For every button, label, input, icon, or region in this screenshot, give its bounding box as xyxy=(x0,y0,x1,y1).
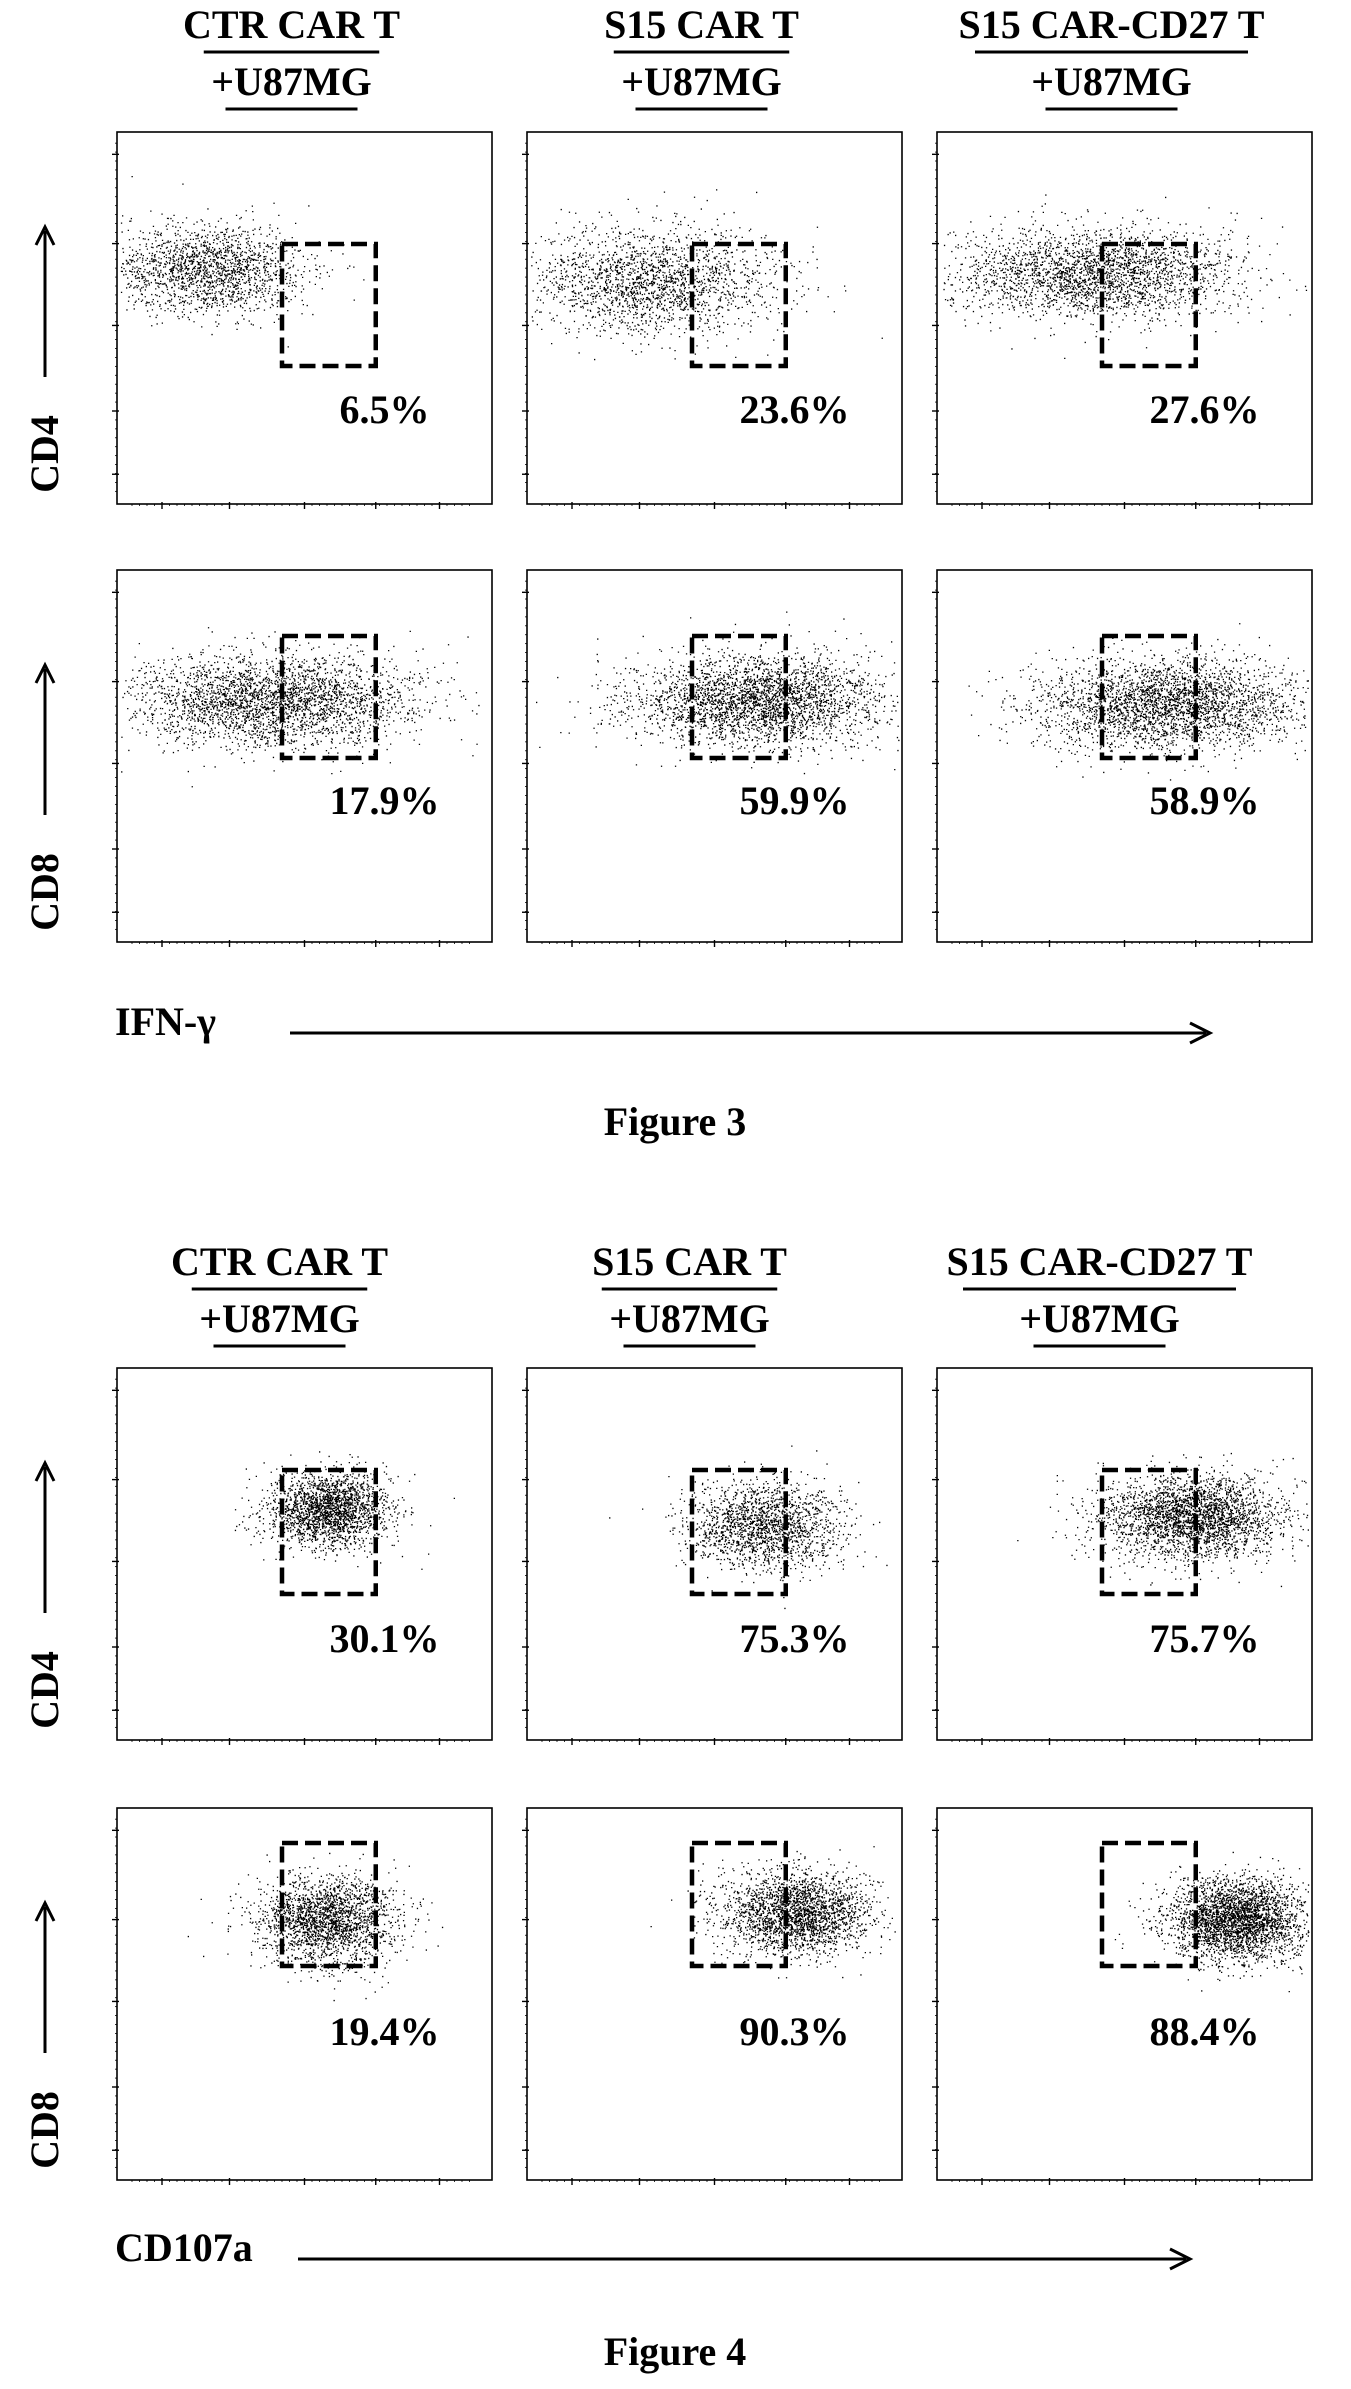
panel-frame xyxy=(116,131,493,505)
gate-percent-label: 75.7% xyxy=(1150,1616,1260,1661)
cell-events xyxy=(234,1451,455,1570)
gate-percent-label: 59.9% xyxy=(740,778,850,823)
panel-frame xyxy=(936,1807,1313,2181)
scatter-panel: 59.9% xyxy=(522,569,903,947)
scatter-panel: 75.3% xyxy=(522,1367,903,1745)
column-header-line2: +U87MG xyxy=(1031,59,1192,104)
column-header-line1: S15 CAR-CD27 T xyxy=(959,2,1265,47)
gate-box xyxy=(1099,1840,1198,1969)
scatter-panel: 75.7% xyxy=(932,1367,1313,1745)
gate-percent-label: 75.3% xyxy=(740,1616,850,1661)
gate-box xyxy=(689,633,788,761)
column-header-line2: +U87MG xyxy=(621,59,782,104)
panel-frame xyxy=(526,1367,903,1741)
scatter-panel: 23.6% xyxy=(522,131,903,509)
scatter-panel: 90.3% xyxy=(522,1807,903,2185)
scatter-panel: 88.4% xyxy=(932,1807,1313,2185)
figure-3: CTR CAR T +U87MG S15 CAR T +U87MG S15 CAR-CD… xyxy=(22,2,1313,1144)
gate-box xyxy=(279,633,378,761)
cell-events xyxy=(650,1846,896,1979)
arrowhead xyxy=(34,1899,56,1922)
column-header-line1: S15 CAR T xyxy=(592,1239,787,1284)
figure-caption: Figure 3 xyxy=(604,1099,747,1144)
column-header-line1: S15 CAR T xyxy=(604,2,799,47)
column-header-line2: +U87MG xyxy=(211,59,372,104)
gate-percent-label: 27.6% xyxy=(1150,387,1260,432)
scatter-panel: 27.6% xyxy=(932,131,1313,509)
row-label-cd4: CD4 xyxy=(22,415,67,493)
panel-frame xyxy=(526,1807,903,2181)
figure-caption: Figure 4 xyxy=(604,2329,747,2374)
gate-box xyxy=(279,1840,378,1969)
cell-events xyxy=(1017,1452,1309,1588)
cell-events xyxy=(531,189,883,361)
row-label-cd8: CD8 xyxy=(22,853,67,931)
scatter-panel: 19.4% xyxy=(112,1807,493,2185)
column-header-line1: CTR CAR T xyxy=(171,1239,388,1284)
x-axis-label: IFN-γ xyxy=(115,999,216,1044)
gate-percent-label: 30.1% xyxy=(330,1616,440,1661)
scatter-panel: 17.9% xyxy=(112,569,493,947)
arrowhead xyxy=(34,661,56,684)
row-label-cd8: CD8 xyxy=(22,2091,67,2169)
gate-percent-label: 58.9% xyxy=(1150,778,1260,823)
gate-box xyxy=(1099,633,1198,761)
cell-events xyxy=(968,623,1309,781)
cell-events xyxy=(943,194,1308,359)
gate-box xyxy=(689,1467,788,1597)
cell-events xyxy=(187,1842,444,2002)
x-axis-label: CD107a xyxy=(115,2225,253,2270)
gate-percent-label: 17.9% xyxy=(330,778,440,823)
row-label-cd4: CD4 xyxy=(22,1651,67,1729)
column-header-line1: CTR CAR T xyxy=(183,2,400,47)
gate-percent-label: 90.3% xyxy=(740,2009,850,2054)
panel-frame xyxy=(936,131,1313,505)
panel-frame xyxy=(936,1367,1313,1741)
panel-frame xyxy=(526,131,903,505)
gate-box xyxy=(689,241,788,369)
panel-frame xyxy=(116,1807,493,2181)
scatter-panel: 58.9% xyxy=(932,569,1313,947)
gate-box xyxy=(1099,1467,1198,1597)
gate-percent-label: 19.4% xyxy=(330,2009,440,2054)
gate-box xyxy=(1099,241,1198,369)
column-header-line1: S15 CAR-CD27 T xyxy=(947,1239,1253,1284)
gate-box xyxy=(279,241,378,369)
gate-percent-label: 6.5% xyxy=(340,387,430,432)
arrowhead xyxy=(1189,1021,1214,1045)
gate-box xyxy=(689,1840,788,1969)
scatter-panel: 6.5% xyxy=(112,131,493,509)
panel-frame xyxy=(116,1367,493,1741)
gate-box xyxy=(279,1467,378,1597)
arrowhead xyxy=(34,223,56,246)
gate-percent-label: 23.6% xyxy=(740,387,850,432)
figure-4: CTR CAR T +U87MG S15 CAR T +U87MG S15 CAR-CD… xyxy=(22,1239,1313,2374)
column-header-line2: +U87MG xyxy=(199,1296,360,1341)
arrowhead xyxy=(1169,2247,1194,2271)
column-header-line2: +U87MG xyxy=(609,1296,770,1341)
cell-events xyxy=(121,627,480,788)
gate-percent-label: 88.4% xyxy=(1150,2009,1260,2054)
scatter-panel: 30.1% xyxy=(112,1367,493,1745)
cell-events xyxy=(120,176,365,348)
arrowhead xyxy=(34,1459,56,1482)
cell-events xyxy=(1114,1851,1310,1993)
column-header-line2: +U87MG xyxy=(1019,1296,1180,1341)
